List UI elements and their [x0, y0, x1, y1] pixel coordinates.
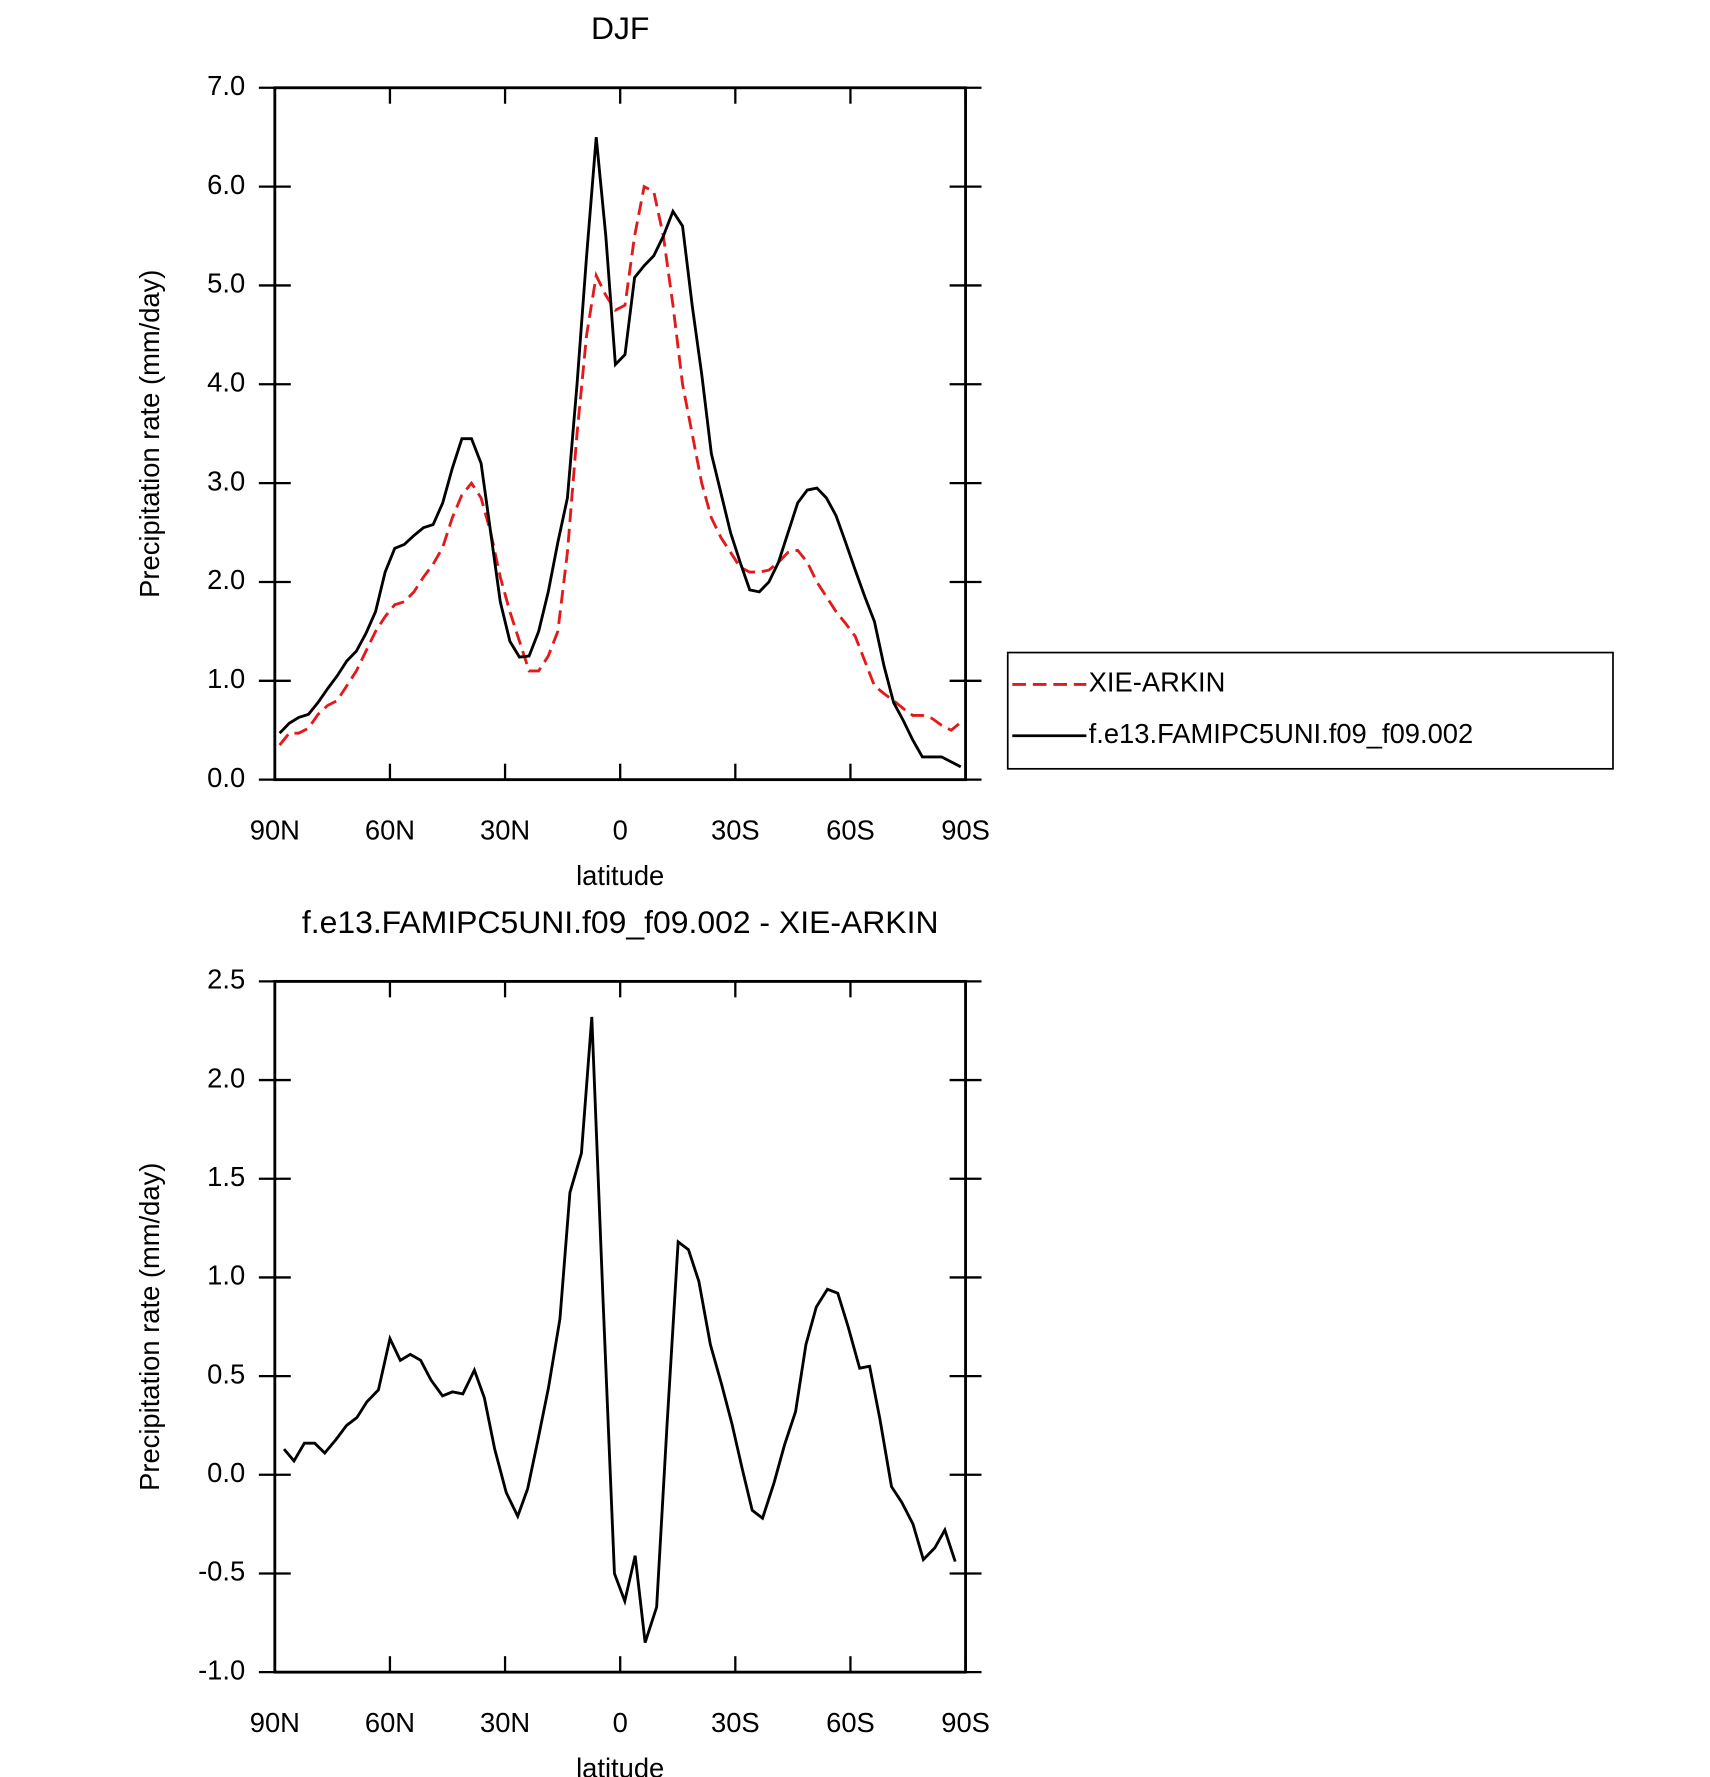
- legend-box: [1006, 651, 1614, 770]
- y-tick-label: 5.0: [207, 268, 245, 299]
- data-line: [278, 184, 962, 746]
- x-tick-label: 0: [613, 1707, 628, 1738]
- plot: DJF latitude Precipitation rate (mm/day) 90…: [134, 10, 1614, 891]
- y-tick-label: 1.5: [207, 1161, 245, 1192]
- y-tick-label: 1.0: [207, 1260, 245, 1291]
- y-axis-label: Precipitation rate (mm/day): [134, 270, 165, 598]
- y-tick-label: -0.5: [198, 1556, 245, 1587]
- data-line: [278, 137, 962, 769]
- x-tick-label: 90N: [250, 814, 300, 845]
- legend-label: XIE-ARKIN: [1089, 667, 1226, 698]
- y-tick-label: 4.0: [207, 367, 245, 398]
- plot-frame: [273, 86, 967, 782]
- x-tick-label: 60N: [365, 1707, 415, 1738]
- x-tick-label: 90N: [250, 1707, 300, 1738]
- plot-frame: [273, 979, 967, 1674]
- legend-label: f.e13.FAMIPC5UNI.f09_f09.002: [1089, 718, 1474, 749]
- y-tick-label: -1.0: [198, 1654, 245, 1685]
- chart-title: f.e13.FAMIPC5UNI.f09_f09.002 - XIE-ARKIN: [302, 904, 939, 940]
- x-tick-label: 60N: [365, 814, 415, 845]
- y-tick-label: 0.0: [207, 1457, 245, 1488]
- x-tick-label: 60S: [826, 1707, 875, 1738]
- x-tick-label: 30S: [711, 814, 760, 845]
- plot: f.e13.FAMIPC5UNI.f09_f09.002 - XIE-ARKIN…: [134, 904, 990, 1777]
- legend: XIE-ARKIN f.e13.FAMIPC5UNI.f09_f09.002: [1006, 651, 1614, 770]
- x-tick-label: 30N: [480, 1707, 530, 1738]
- data-line: [282, 1016, 957, 1643]
- x-tick-label: 90S: [941, 814, 990, 845]
- y-tick-label: 1.0: [207, 663, 245, 694]
- y-axis-label: Precipitation rate (mm/day): [134, 1163, 165, 1491]
- y-tick-label: 0.0: [207, 762, 245, 793]
- y-tick-label: 2.5: [207, 964, 245, 995]
- chart-title: DJF: [591, 10, 650, 46]
- y-tick-label: 6.0: [207, 169, 245, 200]
- y-tick-label: 7.0: [207, 70, 245, 101]
- y-tick-label: 3.0: [207, 465, 245, 496]
- x-tick-label: 60S: [826, 814, 875, 845]
- y-tick-label: 0.5: [207, 1358, 245, 1389]
- x-tick-label: 30S: [711, 1707, 760, 1738]
- x-tick-label: 0: [613, 814, 628, 845]
- y-tick-label: 2.0: [207, 1062, 245, 1093]
- x-axis-label: latitude: [576, 860, 664, 891]
- x-tick-label: 90S: [941, 1707, 990, 1738]
- y-tick-label: 2.0: [207, 564, 245, 595]
- x-tick-label: 30N: [480, 814, 530, 845]
- x-axis-label: latitude: [576, 1752, 664, 1777]
